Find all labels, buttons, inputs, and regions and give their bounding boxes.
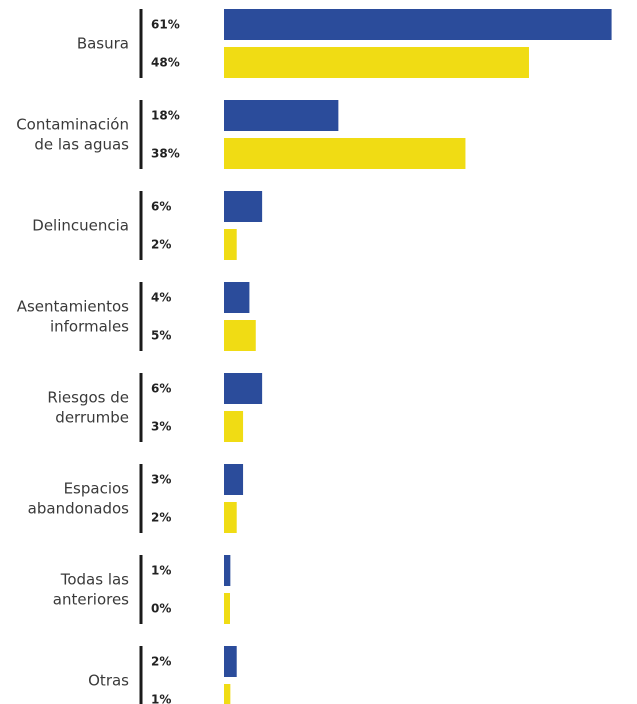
category-label-line: de las aguas [34, 136, 129, 154]
value-label: 3% [151, 473, 171, 487]
category-group: Riesgos de derrumbe 6% 3% [47, 373, 263, 442]
category-label: Asentamientos informales [17, 298, 129, 336]
bar-blue [224, 464, 244, 495]
bar-yellow [224, 502, 237, 533]
category-group: Asentamientos informales 4% 5% [17, 282, 256, 351]
value-label: 61% [151, 18, 180, 32]
category-label-line: Basura [77, 35, 129, 53]
category-label-line: Espacios [64, 480, 130, 498]
category-label-line: Asentamientos [17, 298, 129, 316]
category-label-line: derrumbe [55, 409, 129, 427]
category-label: Otras [88, 672, 129, 690]
category-group: Delincuencia 6% 2% [32, 191, 263, 260]
category-group: Espacios abandonados 3% 2% [28, 464, 244, 533]
category-label-line: Riesgos de [47, 389, 129, 407]
bar-blue [224, 191, 263, 222]
bar-yellow [224, 320, 256, 351]
value-label: 5% [151, 329, 171, 343]
value-label: 4% [151, 291, 171, 305]
value-label: 48% [151, 56, 180, 70]
bar-yellow [224, 411, 244, 442]
category-label-line: anteriores [53, 591, 129, 609]
bar-blue [224, 373, 263, 404]
value-label: 2% [151, 238, 171, 252]
category-label: Todas las anteriores [53, 571, 129, 609]
category-label-line: Contaminación [16, 116, 129, 134]
bar-blue [224, 100, 339, 131]
bar-blue [224, 555, 231, 586]
category-label-line: abandonados [28, 500, 130, 518]
category-label-line: Otras [88, 672, 129, 690]
value-label: 6% [151, 200, 171, 214]
bar-yellow [224, 593, 230, 624]
value-label: 18% [151, 109, 180, 123]
value-label: 3% [151, 420, 171, 434]
bar-yellow [224, 47, 529, 78]
bar-blue [224, 9, 612, 40]
category-group: Basura 61% 48% [77, 9, 612, 78]
category-group: Contaminación de las aguas 18% 38% [16, 100, 466, 169]
category-label: Delincuencia [32, 217, 129, 235]
value-label: 0% [151, 602, 171, 616]
bar-yellow [224, 138, 466, 169]
category-label: Riesgos de derrumbe [47, 389, 129, 427]
category-label-line: Delincuencia [32, 217, 129, 235]
value-label: 38% [151, 147, 180, 161]
value-label: 1% [151, 693, 171, 704]
bar-blue [224, 282, 250, 313]
category-group: Otras 2% 1% [88, 646, 237, 704]
category-label: Contaminación de las aguas [16, 116, 129, 154]
bar-yellow [224, 229, 237, 260]
category-label-line: Todas las [60, 571, 129, 589]
category-label: Basura [77, 35, 129, 53]
value-label: 6% [151, 382, 171, 396]
bar-yellow [224, 684, 231, 704]
bar-blue [224, 646, 237, 677]
category-group: Todas las anteriores 1% 0% [53, 555, 231, 624]
value-label: 2% [151, 511, 171, 525]
value-label: 2% [151, 655, 171, 669]
category-label-line: informales [50, 318, 129, 336]
category-label: Espacios abandonados [28, 480, 130, 518]
value-label: 1% [151, 564, 171, 578]
